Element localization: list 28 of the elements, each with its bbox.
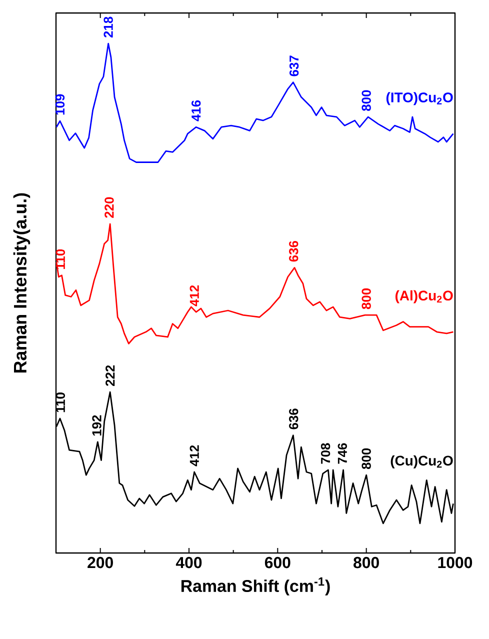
x-tick-label: 200	[88, 556, 113, 568]
annotation: 110	[56, 249, 66, 269]
x-tick-label: 800	[354, 556, 379, 568]
series-label: (ITO)Cu$_{2}$O	[386, 92, 453, 106]
annotation: 708	[320, 443, 330, 464]
series-label: (Cu)Cu$_{2}$O	[390, 455, 453, 468]
series-label: (Al)Cu$_{2}$O	[395, 290, 453, 304]
annotation: 412	[190, 285, 199, 306]
x-tick-label: 400	[176, 556, 202, 568]
annotation: 412	[190, 445, 199, 466]
annotation: 800	[362, 288, 371, 310]
annotation: 800	[362, 448, 371, 470]
annotation: 109	[55, 94, 65, 115]
annotation: 192	[92, 415, 102, 436]
annotation: 416	[192, 100, 201, 122]
annotation: 220	[104, 197, 114, 218]
annotation: 218	[104, 16, 113, 38]
x-tick-label: 1000	[438, 556, 472, 568]
annotation: 110	[56, 392, 66, 412]
annotation: 222	[106, 365, 115, 386]
annotation: 800	[362, 90, 371, 111]
annotation: 637	[289, 56, 299, 76]
annotation: 746	[338, 443, 347, 464]
x-tick-label: 600	[264, 556, 290, 568]
y-axis-title: Raman Intensity(a.u.)	[13, 193, 30, 372]
annotation: 636	[289, 408, 298, 430]
x-axis-title: Raman Shift (cm$^{-1}$)	[181, 577, 330, 596]
annotation: 636	[289, 240, 298, 262]
